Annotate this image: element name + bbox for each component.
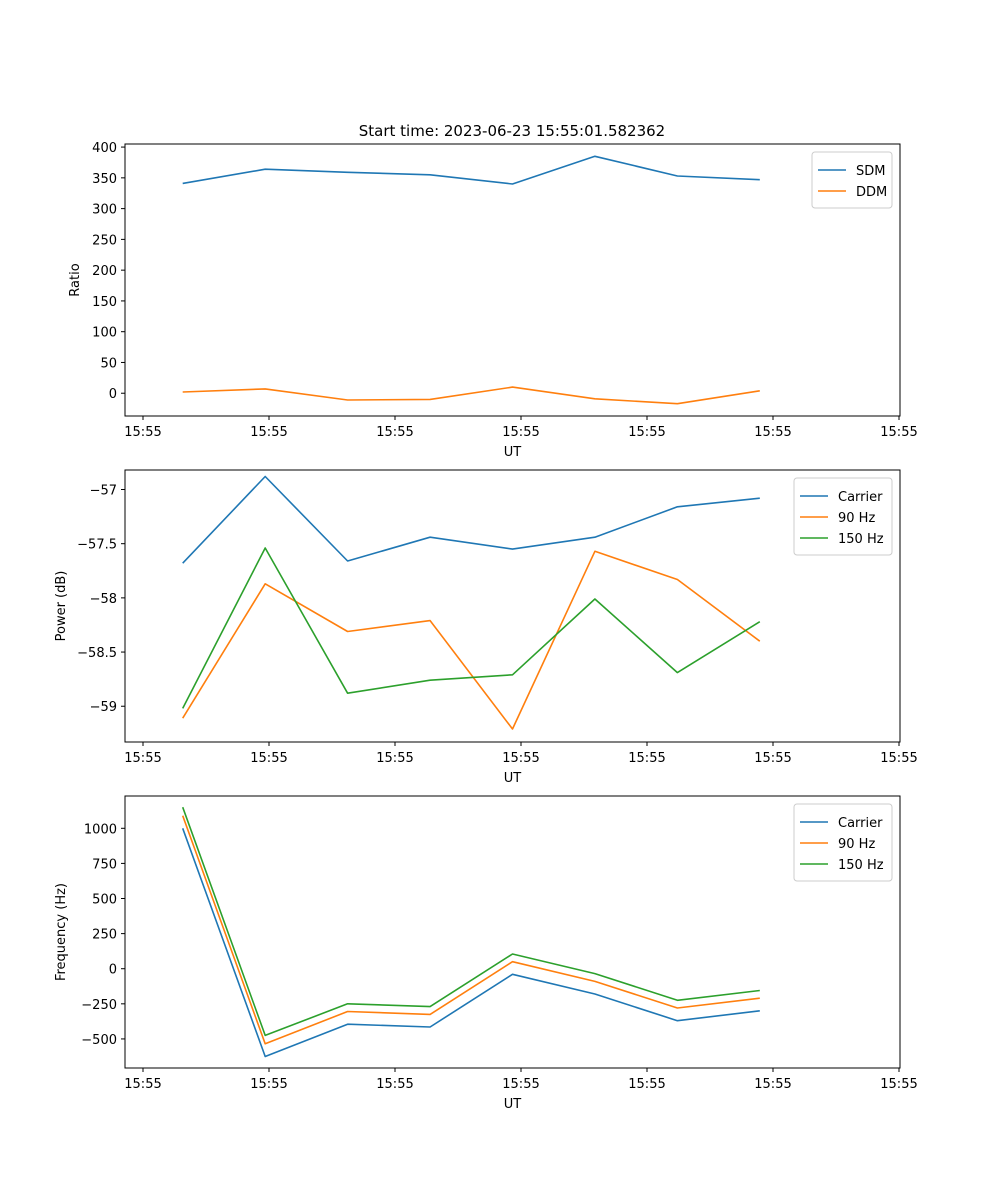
legend-frame bbox=[793, 803, 893, 882]
legend-label: 150 Hz bbox=[838, 858, 884, 873]
legend-frame bbox=[811, 151, 893, 209]
series-line-1 bbox=[181, 828, 760, 1058]
y-tick-label: 0 bbox=[109, 387, 117, 402]
x-tick-label: 15:55 bbox=[376, 1077, 413, 1092]
y-tick-label: −58.5 bbox=[77, 646, 117, 661]
y-tick-label: 1000 bbox=[84, 822, 117, 837]
x-tick-label: 15:55 bbox=[754, 1077, 791, 1092]
y-tick-label: −250 bbox=[81, 998, 117, 1013]
series-line-2 bbox=[182, 386, 760, 405]
x-tick-label: 15:55 bbox=[250, 425, 287, 440]
legend-frame bbox=[793, 477, 893, 556]
y-tick-label: 100 bbox=[92, 326, 117, 341]
y-tick-label: 250 bbox=[92, 928, 117, 943]
y-tick-label: 350 bbox=[92, 172, 117, 187]
y-tick-label: 200 bbox=[92, 264, 117, 279]
legend-label: 90 Hz bbox=[838, 511, 875, 526]
y-tick-label: 300 bbox=[92, 203, 117, 218]
y-axis-label: Ratio bbox=[68, 263, 83, 296]
y-tick-label: −57.5 bbox=[77, 538, 117, 553]
x-tick-label: 15:55 bbox=[250, 751, 287, 766]
x-tick-label: 15:55 bbox=[880, 1077, 917, 1092]
axes-frame bbox=[124, 143, 901, 417]
series-line-2 bbox=[181, 815, 760, 1045]
chart-panel-2: 15:5515:5515:5515:5515:5515:5515:5515:56… bbox=[54, 469, 918, 786]
x-tick-label: 15:55 bbox=[754, 425, 791, 440]
y-tick-label: 500 bbox=[92, 893, 117, 908]
x-tick-label: 15:55 bbox=[376, 751, 413, 766]
x-tick-label: 15:55 bbox=[880, 425, 917, 440]
figure-title: Start time: 2023-06-23 15:55:01.582362 bbox=[359, 122, 665, 140]
x-tick-label: 15:55 bbox=[502, 1077, 539, 1092]
x-tick-label: 15:55 bbox=[628, 1077, 665, 1092]
y-tick-label: 750 bbox=[92, 857, 117, 872]
chart-panel-3: 15:5515:5515:5515:5515:5515:5515:5515:56… bbox=[54, 795, 918, 1112]
series-line-1 bbox=[182, 475, 760, 564]
y-tick-label: −59 bbox=[90, 700, 117, 715]
y-tick-label: 50 bbox=[100, 356, 117, 371]
y-tick-label: −58 bbox=[90, 592, 117, 607]
legend-label: 90 Hz bbox=[838, 837, 875, 852]
x-tick-label: 15:55 bbox=[628, 425, 665, 440]
legend-label: Carrier bbox=[838, 490, 883, 505]
y-tick-label: 400 bbox=[92, 141, 117, 156]
chart-panels: 15:5515:5515:5515:5515:5515:5515:5515:56… bbox=[54, 141, 918, 1112]
legend-label: DDM bbox=[856, 185, 887, 200]
chart-panel-1: 15:5515:5515:5515:5515:5515:5515:5515:56… bbox=[68, 141, 918, 460]
series-line-1 bbox=[182, 155, 760, 185]
x-tick-label: 15:55 bbox=[124, 425, 161, 440]
y-axis-label: Frequency (Hz) bbox=[54, 883, 69, 981]
axes-frame bbox=[124, 795, 901, 1069]
series-line-2 bbox=[182, 550, 761, 730]
y-axis-label: Power (dB) bbox=[54, 571, 69, 642]
axes-frame bbox=[124, 469, 901, 743]
legend: Carrier 90 Hz 150 Hz bbox=[793, 803, 893, 882]
x-tick-label: 15:55 bbox=[880, 751, 917, 766]
y-tick-label: −500 bbox=[81, 1033, 117, 1048]
y-tick-label: 0 bbox=[109, 963, 117, 978]
legend-label: 150 Hz bbox=[838, 532, 884, 547]
x-axis-label: UT bbox=[504, 1097, 522, 1112]
y-tick-label: −57 bbox=[90, 484, 117, 499]
x-tick-label: 15:55 bbox=[124, 1077, 161, 1092]
y-tick-label: 250 bbox=[92, 233, 117, 248]
x-axis-label: UT bbox=[504, 771, 522, 786]
x-tick-label: 15:55 bbox=[628, 751, 665, 766]
x-tick-label: 15:55 bbox=[250, 1077, 287, 1092]
legend: SDM DDM bbox=[811, 151, 893, 209]
x-tick-label: 15:55 bbox=[754, 751, 791, 766]
legend-label: Carrier bbox=[838, 816, 883, 831]
x-tick-label: 15:55 bbox=[502, 751, 539, 766]
series-line-3 bbox=[181, 806, 760, 1037]
series-line-3 bbox=[181, 547, 761, 709]
x-tick-label: 15:55 bbox=[124, 751, 161, 766]
x-tick-label: 15:55 bbox=[376, 425, 413, 440]
legend-label: SDM bbox=[856, 164, 885, 179]
x-tick-label: 15:55 bbox=[502, 425, 539, 440]
x-axis-label: UT bbox=[504, 445, 522, 460]
legend: Carrier 90 Hz 150 Hz bbox=[793, 477, 893, 556]
y-tick-label: 150 bbox=[92, 295, 117, 310]
